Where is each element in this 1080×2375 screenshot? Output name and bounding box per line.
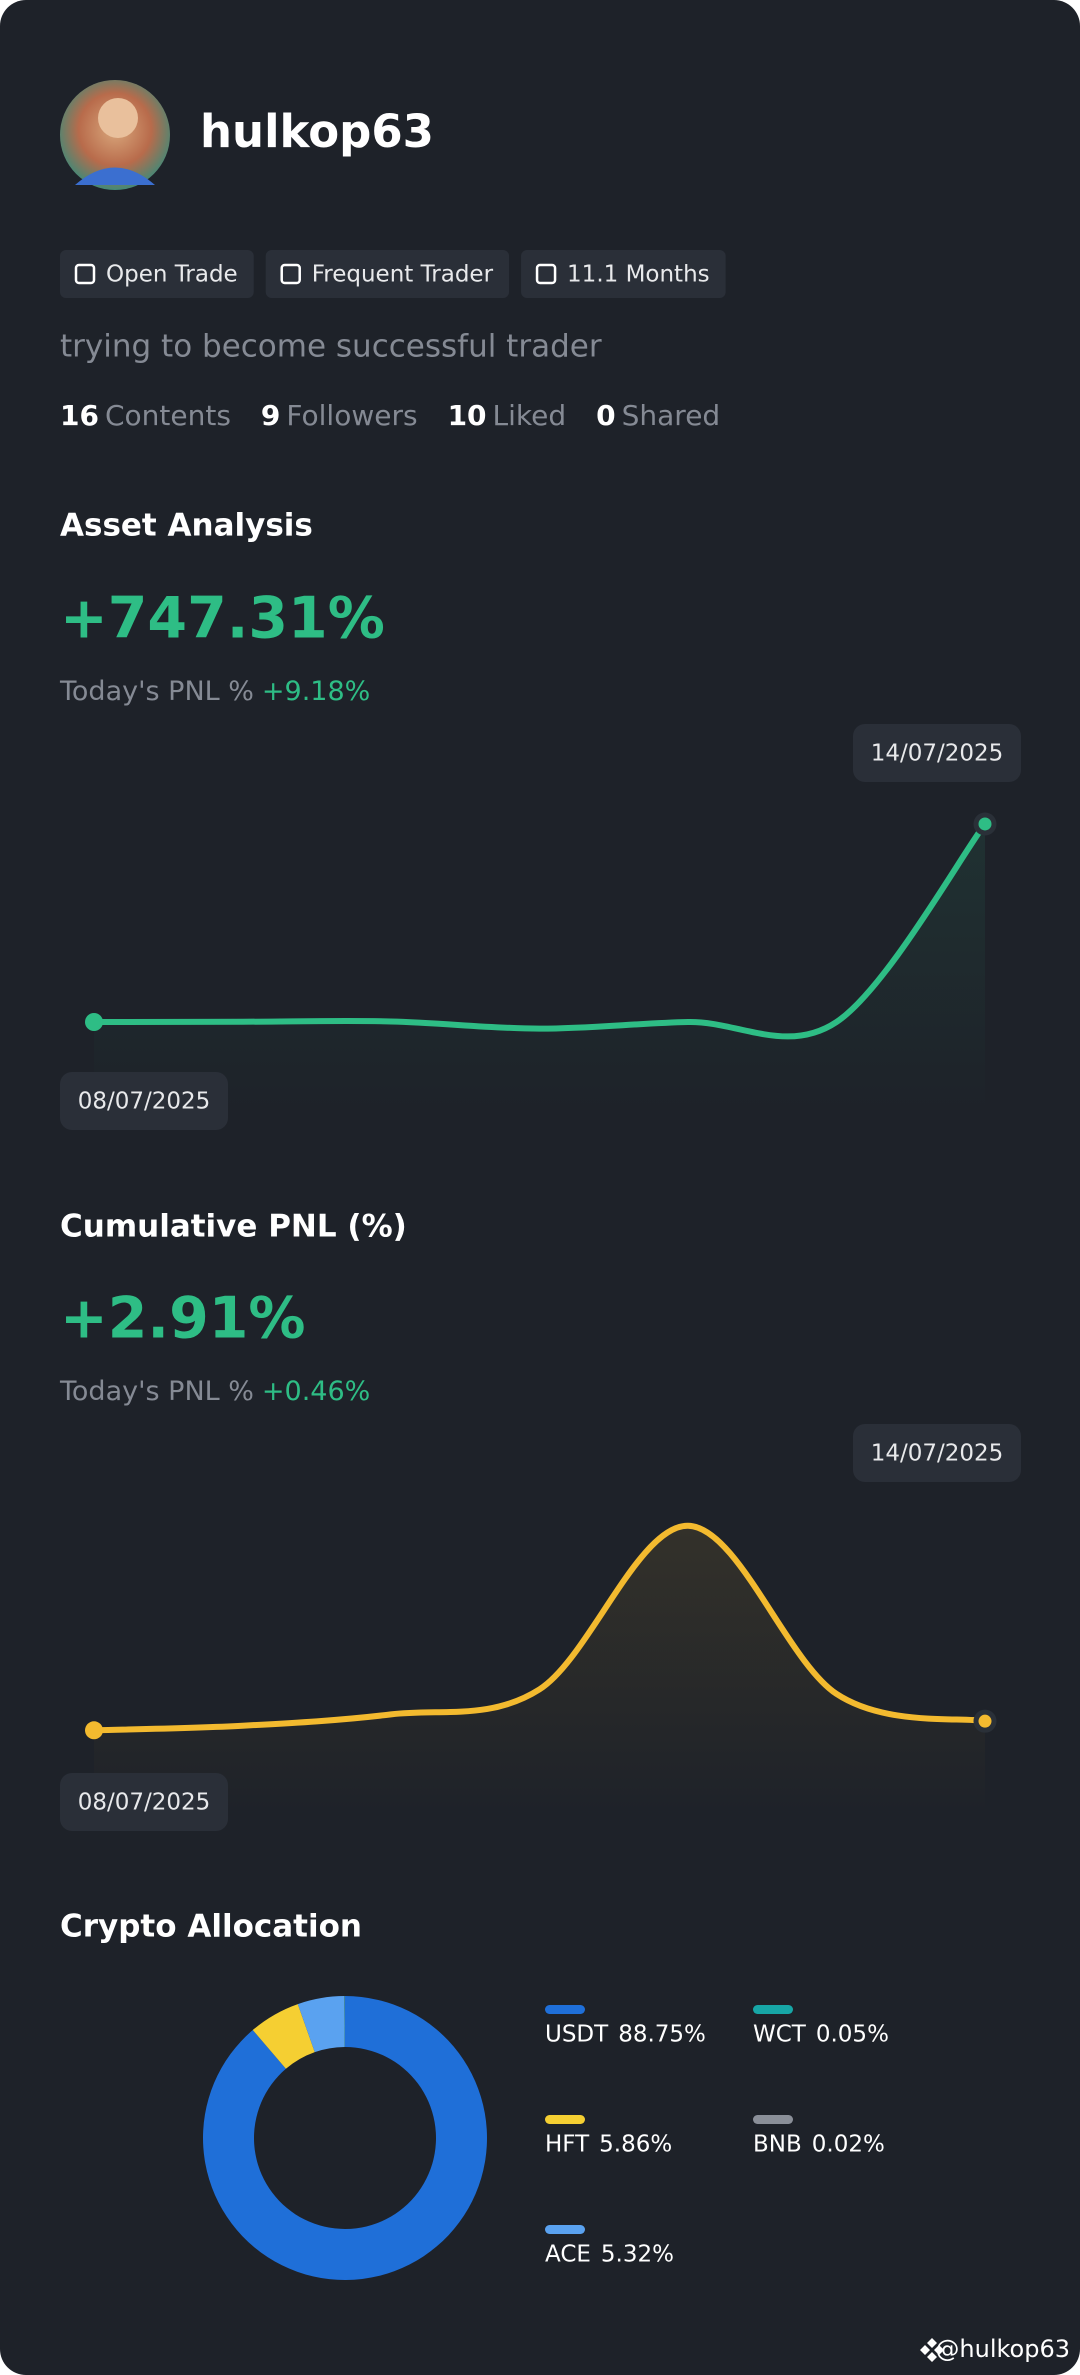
legend-value: 5.86% [599,2132,672,2158]
donut-slice [203,1996,488,2280]
stat-label: Liked [493,399,567,432]
end-point [973,1709,997,1733]
legend-name: WCT [753,2022,807,2048]
badge-bg [265,250,510,298]
line-chart: Asset Analysis +747.31% Today's PNL % +9.18… [59,508,1021,1130]
legend-swatch [545,2115,585,2124]
line-chart: Cumulative PNL (%) +2.91% Today's PNL % +0.… [59,1209,1021,1831]
today-pnl-label: Today's PNL % [59,1376,254,1407]
date-label: 14/07/2025 [871,741,1004,767]
donut-slice [344,1996,345,2048]
date-label: 08/07/2025 [78,1790,211,1816]
stat-count: 9 [261,399,280,432]
stat-count: 16 [60,399,99,432]
today-pnl-label: Today's PNL % [59,676,254,707]
today-pnl: Today's PNL % +0.46% [59,1376,370,1407]
legend-swatch [545,2225,585,2234]
badge-label: 11.1 Months [567,262,710,288]
date-badge [60,1773,228,1831]
stat-label: Shared [622,399,721,432]
legend-name: HFT [545,2132,590,2158]
line-area [94,823,985,1113]
today-pnl-value: +9.18% [262,676,370,707]
donut-slice [297,1996,345,2053]
date-label: 08/07/2025 [78,1089,211,1115]
badge-bg [521,250,726,298]
legend-value: 88.75% [618,2022,706,2048]
badge-icon [280,263,301,285]
line [91,1522,988,1734]
footer: @hulkop63 [920,2335,1070,2363]
bio: trying to become successful trader [60,329,602,365]
legend-name: BNB [753,2132,802,2158]
badge-label: Open Trade [106,262,238,288]
stat-count: 0 [596,399,615,432]
donut-slice [252,2004,315,2069]
badge: Frequent Trader [265,250,510,298]
legend-value: 0.05% [816,2022,889,2048]
start-point [85,1013,103,1031]
headline-value: +747.31% [60,586,385,652]
badge: Open Trade [60,250,254,298]
stat-count: 10 [448,399,487,432]
start-point [85,1721,103,1740]
stat-label: Followers [286,399,417,432]
line [91,820,988,1040]
today-pnl-value: +0.46% [262,1376,370,1407]
avatar-face [98,98,138,138]
headline-value: +2.91% [60,1286,306,1352]
date-badge [60,1072,228,1130]
section-title: Asset Analysis [60,508,313,544]
legend-value: 5.32% [601,2242,674,2268]
stat-label: Contents [105,399,231,432]
legend-name: ACE [545,2242,591,2268]
pie-chart: Crypto Allocation USDT 88.75% HFT 5.86% ACE 5.… [60,1909,889,2280]
charts: Asset Analysis +747.31% Today's PNL % +9.18… [59,508,1021,2280]
today-pnl: Today's PNL % +9.18% [59,676,370,707]
legend-value: 0.02% [812,2132,885,2158]
stats: 16 Contents 9 Followers 10 Liked 0 Shared [60,399,720,432]
badge: 11.1 Months [521,250,726,298]
footer-logo [920,2338,944,2362]
legend-swatch [545,2005,585,2014]
section-title: Cumulative PNL (%) [60,1209,407,1245]
badges: Open Trade Frequent Trader 11.1 Months [60,250,726,298]
date-badge [853,1424,1021,1482]
footer-handle: @hulkop63 [935,2335,1070,2363]
date-label: 14/07/2025 [871,1441,1004,1467]
end-point [973,812,997,836]
section-title: Crypto Allocation [60,1909,362,1945]
legend-swatch [753,2005,793,2014]
badge-icon [535,263,557,285]
username: hulkop63 [200,105,434,158]
badge-icon [74,263,96,285]
legend-name: USDT [545,2022,609,2048]
date-badge [853,724,1021,782]
badge-label: Frequent Trader [312,262,494,288]
badge-bg [60,250,254,298]
avatar-shirt [75,167,155,185]
legend-swatch [753,2115,793,2124]
